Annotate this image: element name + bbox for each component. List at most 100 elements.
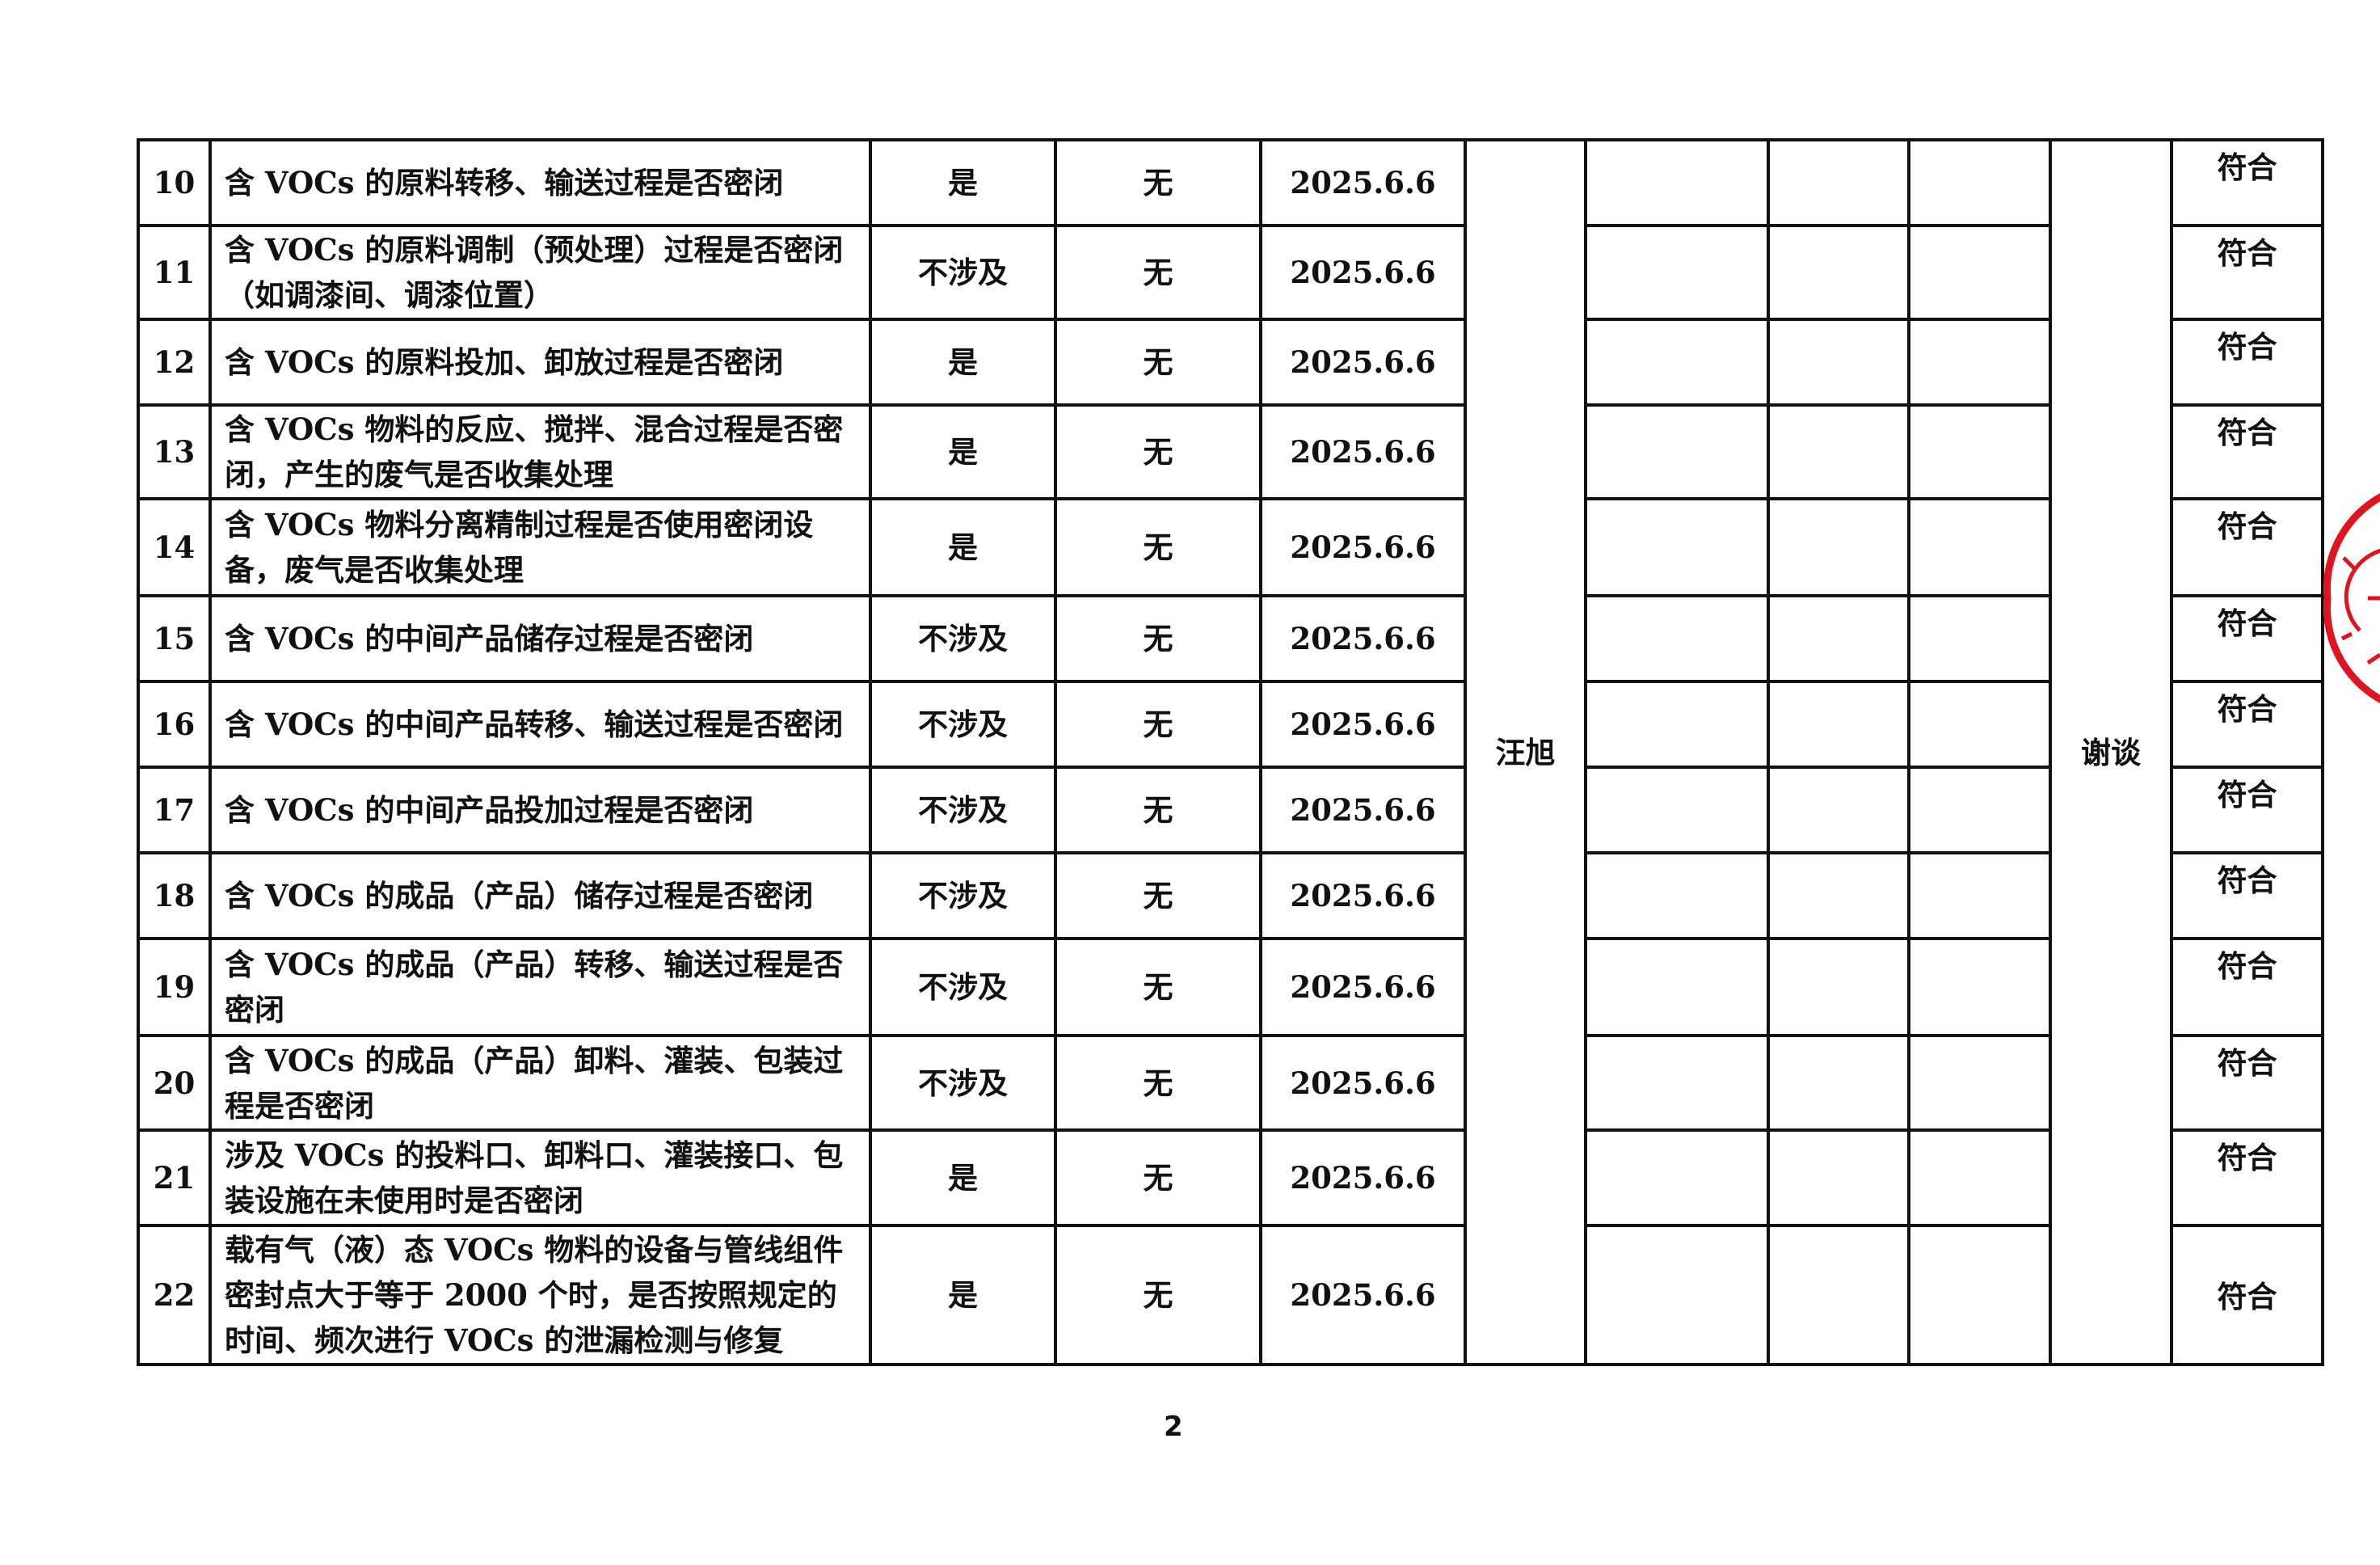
date-cell: 2025.6.6 bbox=[1259, 318, 1467, 407]
status-cell: 不涉及 bbox=[869, 680, 1057, 769]
blank-cell bbox=[1907, 937, 2052, 1037]
blank-cell bbox=[1907, 224, 2052, 321]
status-cell: 是 bbox=[869, 403, 1057, 500]
blank-cell bbox=[1907, 1128, 2052, 1227]
row-number: 12 bbox=[137, 318, 212, 407]
inspection-item: 涉及 VOCs 的投料口、卸料口、灌装接口、包装设施在未使用时是否密闭 bbox=[209, 1128, 872, 1227]
status-cell: 不涉及 bbox=[869, 224, 1057, 321]
result-cell: 符合 bbox=[2170, 403, 2324, 500]
inspection-item: 载有气（液）态 VOCs 物料的设备与管线组件密封点大于等于 2000 个时，是… bbox=[209, 1224, 872, 1366]
result-cell: 符合 bbox=[2170, 851, 2324, 940]
result-cell: 符合 bbox=[2170, 1128, 2324, 1227]
blank-cell bbox=[1767, 851, 1910, 940]
issue-cell: 无 bbox=[1054, 224, 1262, 321]
row-number: 13 bbox=[137, 403, 212, 500]
blank-cell bbox=[1767, 497, 1910, 597]
blank-cell bbox=[1907, 403, 2052, 500]
method-cell: 谢谈 bbox=[2049, 138, 2173, 1366]
issue-cell: 无 bbox=[1054, 766, 1262, 854]
table-row: 15 含 VOCs 的中间产品储存过程是否密闭 不涉及无 2025.6.6 符合 bbox=[137, 594, 2324, 683]
date-cell: 2025.6.6 bbox=[1259, 766, 1467, 854]
issue-cell: 无 bbox=[1054, 403, 1262, 500]
inspector-cell: 汪旭 bbox=[1464, 138, 1587, 1366]
blank-cell bbox=[1584, 497, 1770, 597]
row-number: 22 bbox=[137, 1224, 212, 1366]
issue-cell: 无 bbox=[1054, 138, 1262, 227]
blank-cell bbox=[1907, 1224, 2052, 1366]
row-number: 10 bbox=[137, 138, 212, 227]
date-cell: 2025.6.6 bbox=[1259, 224, 1467, 321]
blank-cell bbox=[1767, 594, 1910, 683]
date-cell: 2025.6.6 bbox=[1259, 937, 1467, 1037]
table-row: 10 含 VOCs 的原料转移、输送过程是否密闭是无 2025.6.6 汪旭 谢谈 符合 bbox=[137, 138, 2324, 1366]
blank-cell bbox=[1767, 224, 1910, 321]
status-cell: 不涉及 bbox=[869, 594, 1057, 683]
blank-cell bbox=[1584, 680, 1770, 769]
table-row: 12 含 VOCs 的原料投加、卸放过程是否密闭是无 2025.6.6 符合 bbox=[137, 318, 2324, 407]
blank-cell bbox=[1907, 680, 2052, 769]
date-cell: 2025.6.6 bbox=[1259, 594, 1467, 683]
inspection-item: 含 VOCs 的原料转移、输送过程是否密闭 bbox=[209, 138, 872, 227]
blank-cell bbox=[1767, 403, 1910, 500]
row-number: 17 bbox=[137, 766, 212, 854]
blank-cell bbox=[1584, 1128, 1770, 1227]
issue-cell: 无 bbox=[1054, 937, 1262, 1037]
blank-cell bbox=[1584, 138, 1770, 227]
blank-cell bbox=[1767, 138, 1910, 227]
blank-cell bbox=[1584, 224, 1770, 321]
issue-cell: 无 bbox=[1054, 497, 1262, 597]
table-row: 21 涉及 VOCs 的投料口、卸料口、灌装接口、包装设施在未使用时是否密闭是无 2… bbox=[137, 1128, 2324, 1227]
issue-cell: 无 bbox=[1054, 851, 1262, 940]
status-cell: 是 bbox=[869, 1128, 1057, 1227]
red-seal-stamp bbox=[2323, 493, 2380, 703]
blank-cell bbox=[1584, 403, 1770, 500]
blank-cell bbox=[1907, 318, 2052, 407]
inspection-table: 10 含 VOCs 的原料转移、输送过程是否密闭是无 2025.6.6 汪旭 谢谈 符合 1… bbox=[137, 138, 2324, 1366]
date-cell: 2025.6.6 bbox=[1259, 1128, 1467, 1227]
blank-cell bbox=[1907, 766, 2052, 854]
row-number: 18 bbox=[137, 851, 212, 940]
row-number: 14 bbox=[137, 497, 212, 597]
blank-cell bbox=[1907, 594, 2052, 683]
status-cell: 是 bbox=[869, 138, 1057, 227]
result-cell: 符合 bbox=[2170, 1224, 2324, 1366]
date-cell: 2025.6.6 bbox=[1259, 1034, 1467, 1132]
inspection-item: 含 VOCs 的成品（产品）卸料、灌装、包装过程是否密闭 bbox=[209, 1034, 872, 1132]
status-cell: 不涉及 bbox=[869, 1034, 1057, 1132]
blank-cell bbox=[1584, 1034, 1770, 1132]
row-number: 16 bbox=[137, 680, 212, 769]
row-number: 21 bbox=[137, 1128, 212, 1227]
blank-cell bbox=[1767, 318, 1910, 407]
inspection-item: 含 VOCs 物料的反应、搅拌、混合过程是否密闭，产生的废气是否收集处理 bbox=[209, 403, 872, 500]
result-cell: 符合 bbox=[2170, 680, 2324, 769]
inspection-item: 含 VOCs 的原料调制（预处理）过程是否密闭（如调漆间、调漆位置） bbox=[209, 224, 872, 321]
status-cell: 不涉及 bbox=[869, 766, 1057, 854]
table-row: 11 含 VOCs 的原料调制（预处理）过程是否密闭（如调漆间、调漆位置） 不涉及无… bbox=[137, 224, 2324, 321]
issue-cell: 无 bbox=[1054, 318, 1262, 407]
inspection-item: 含 VOCs 物料分离精制过程是否使用密闭设备，废气是否收集处理 bbox=[209, 497, 872, 597]
date-cell: 2025.6.6 bbox=[1259, 403, 1467, 500]
blank-cell bbox=[1767, 1128, 1910, 1227]
result-cell: 符合 bbox=[2170, 937, 2324, 1037]
status-cell: 是 bbox=[869, 1224, 1057, 1366]
inspection-item: 含 VOCs 的成品（产品）转移、输送过程是否密闭 bbox=[209, 937, 872, 1037]
date-cell: 2025.6.6 bbox=[1259, 497, 1467, 597]
status-cell: 不涉及 bbox=[869, 851, 1057, 940]
issue-cell: 无 bbox=[1054, 1224, 1262, 1366]
table-row: 22 载有气（液）态 VOCs 物料的设备与管线组件密封点大于等于 2000 个时… bbox=[137, 1224, 2324, 1366]
table-row: 18 含 VOCs 的成品（产品）储存过程是否密闭 不涉及无 2025.6.6 符合 bbox=[137, 851, 2324, 940]
status-cell: 是 bbox=[869, 318, 1057, 407]
row-number: 20 bbox=[137, 1034, 212, 1132]
blank-cell bbox=[1907, 497, 2052, 597]
date-cell: 2025.6.6 bbox=[1259, 138, 1467, 227]
result-cell: 符合 bbox=[2170, 138, 2324, 227]
inspection-item: 含 VOCs 的中间产品储存过程是否密闭 bbox=[209, 594, 872, 683]
issue-cell: 无 bbox=[1054, 1128, 1262, 1227]
blank-cell bbox=[1584, 851, 1770, 940]
blank-cell bbox=[1767, 1224, 1910, 1366]
status-cell: 不涉及 bbox=[869, 937, 1057, 1037]
inspection-item: 含 VOCs 的中间产品投加过程是否密闭 bbox=[209, 766, 872, 854]
issue-cell: 无 bbox=[1054, 680, 1262, 769]
blank-cell bbox=[1584, 937, 1770, 1037]
blank-cell bbox=[1584, 594, 1770, 683]
